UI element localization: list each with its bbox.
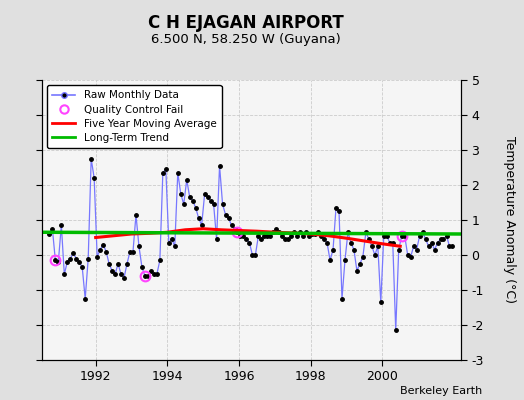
Legend: Raw Monthly Data, Quality Control Fail, Five Year Moving Average, Long-Term Tren: Raw Monthly Data, Quality Control Fail, … (47, 85, 222, 148)
Text: 6.500 N, 58.250 W (Guyana): 6.500 N, 58.250 W (Guyana) (151, 33, 341, 46)
Y-axis label: Temperature Anomaly (°C): Temperature Anomaly (°C) (504, 136, 516, 304)
Text: Berkeley Earth: Berkeley Earth (400, 386, 482, 396)
Text: C H EJAGAN AIRPORT: C H EJAGAN AIRPORT (148, 14, 344, 32)
